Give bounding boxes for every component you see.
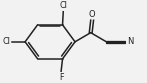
Text: F: F [59, 73, 63, 82]
Text: O: O [89, 10, 95, 19]
Text: N: N [127, 37, 133, 46]
Text: Cl: Cl [59, 1, 67, 10]
Text: Cl: Cl [3, 37, 11, 46]
